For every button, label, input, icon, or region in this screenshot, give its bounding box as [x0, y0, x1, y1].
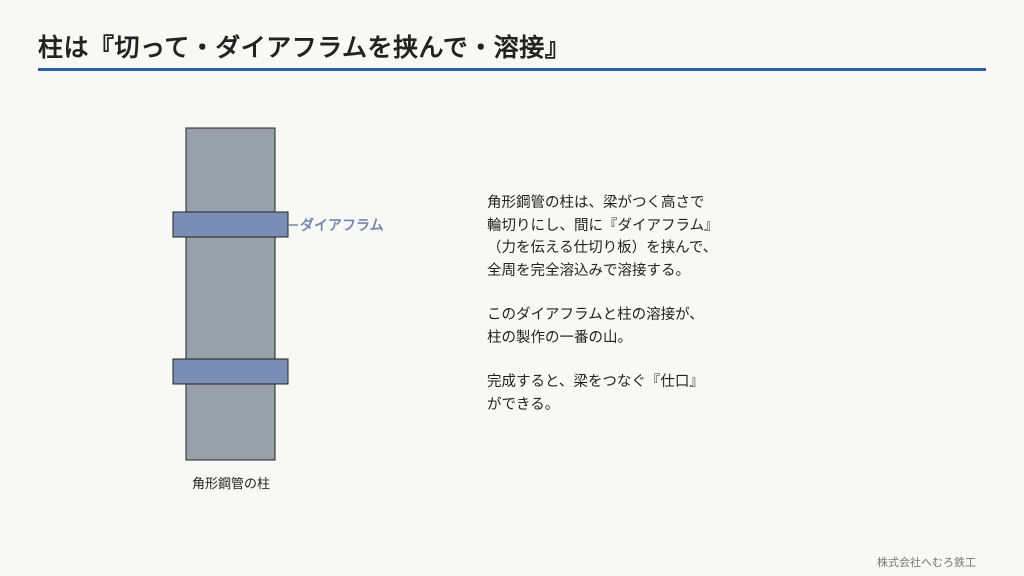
explanation-paragraph-1: 角形鋼管の柱は、梁がつく高さで 輪切りにし、間に『ダイアフラム』 （力を伝える仕… — [487, 192, 907, 282]
page-title: 柱は『切って・ダイアフラムを挟んで・溶接』 — [38, 33, 571, 62]
explanation-line: 完成すると、梁をつなぐ『仕口』 — [487, 374, 704, 390]
column-label: 角形鋼管の柱 — [192, 477, 270, 492]
title-underline — [38, 68, 986, 71]
explanation-text: 角形鋼管の柱は、梁がつく高さで 輪切りにし、間に『ダイアフラム』 （力を伝える仕… — [487, 192, 907, 438]
explanation-line: 輪切りにし、間に『ダイアフラム』 — [487, 217, 719, 234]
explanation-line: ができる。 — [487, 396, 560, 413]
company-footer: 株式会社へむろ鉄工 — [877, 556, 976, 569]
column-segment-bottom — [185, 383, 276, 461]
column-segment-middle — [185, 236, 276, 360]
explanation-line: 柱の製作の一番の山。 — [487, 329, 632, 346]
explanation-line: このダイアフラムと柱の溶接が、 — [487, 307, 704, 323]
explanation-line: 全周を完全溶込みで溶接する。 — [487, 262, 690, 279]
explanation-paragraph-3: 完成すると、梁をつなぐ『仕口』 ができる。 — [487, 371, 907, 416]
diaphragm-lower — [172, 358, 289, 385]
explanation-line: （力を伝える仕切り板）を挟んで、 — [487, 240, 718, 256]
explanation-line: 角形鋼管の柱は、梁がつく高さで — [487, 195, 705, 211]
diaphragm-upper — [172, 211, 289, 238]
diaphragm-label: ダイアフラム — [300, 217, 384, 234]
explanation-paragraph-2: このダイアフラムと柱の溶接が、 柱の製作の一番の山。 — [487, 304, 907, 349]
column-segment-top — [185, 127, 276, 213]
